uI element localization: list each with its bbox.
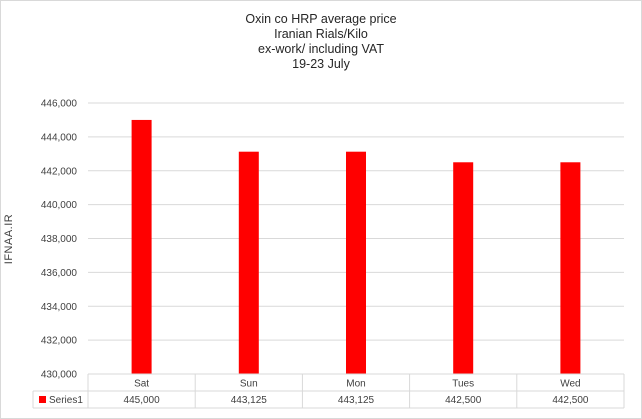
bar-mon <box>346 151 366 374</box>
data-label-tues: 442,500 <box>445 395 482 406</box>
y-tick-label-8: 446,000 <box>41 99 78 110</box>
y-tick-label-6: 442,000 <box>41 166 78 177</box>
bar-wed <box>560 162 581 374</box>
data-label-mon: 443,125 <box>338 395 375 406</box>
y-tick-label-2: 434,000 <box>41 302 78 313</box>
title-line-3: ex-work/ including VAT <box>258 42 384 56</box>
data-label-wed: 442,500 <box>552 395 589 406</box>
legend-label-series1: Series1 <box>49 395 83 406</box>
legend-key-series1 <box>39 396 46 403</box>
x-tick-label-tues: Tues <box>452 379 474 390</box>
y-tick-label-0: 430,000 <box>41 370 78 381</box>
title-line-4: 19-23 July <box>292 57 350 71</box>
bar-sun <box>238 151 259 374</box>
y-tick-label-3: 436,000 <box>41 268 78 279</box>
y-tick-label-1: 432,000 <box>41 336 78 347</box>
x-tick-label-sun: Sun <box>240 379 258 390</box>
y-tick-label-5: 440,000 <box>41 200 78 211</box>
x-tick-label-mon: Mon <box>346 379 365 390</box>
title-line-1: Oxin co HRP average price <box>245 12 397 26</box>
data-label-sun: 443,125 <box>231 395 268 406</box>
y-tick-label-4: 438,000 <box>41 234 78 245</box>
x-tick-label-wed: Wed <box>560 379 580 390</box>
data-label-sat: 445,000 <box>124 395 161 406</box>
title-line-2: Iranian Rials/Kilo <box>274 27 368 41</box>
x-tick-label-sat: Sat <box>134 379 149 390</box>
bar-sat <box>131 119 152 374</box>
chart-title: Oxin co HRP average price Iranian Rials/… <box>1 12 641 72</box>
y-tick-label-7: 444,000 <box>41 132 78 143</box>
bar-tues <box>453 162 474 374</box>
